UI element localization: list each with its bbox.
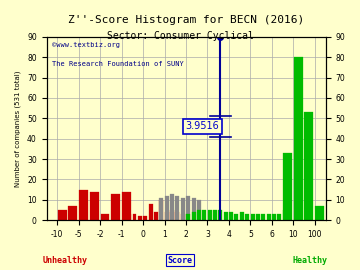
- Bar: [111, 194, 120, 220]
- Bar: [90, 192, 99, 220]
- Bar: [283, 153, 292, 220]
- Bar: [132, 214, 136, 220]
- Bar: [315, 206, 324, 220]
- Bar: [283, 210, 287, 220]
- Bar: [278, 214, 282, 220]
- Bar: [100, 214, 109, 220]
- Bar: [170, 210, 174, 220]
- Bar: [181, 198, 185, 220]
- Bar: [240, 212, 244, 220]
- Bar: [294, 57, 303, 220]
- Bar: [143, 216, 147, 220]
- Bar: [165, 196, 169, 220]
- Text: ©www.textbiz.org: ©www.textbiz.org: [52, 42, 120, 48]
- Bar: [208, 210, 212, 220]
- Bar: [159, 198, 163, 220]
- Bar: [138, 216, 142, 220]
- Bar: [229, 212, 233, 220]
- Bar: [154, 212, 158, 220]
- Bar: [127, 214, 131, 220]
- Bar: [245, 214, 249, 220]
- Bar: [175, 212, 179, 220]
- Bar: [261, 214, 265, 220]
- Bar: [256, 214, 260, 220]
- Title: Z''-Score Histogram for BECN (2016): Z''-Score Histogram for BECN (2016): [68, 15, 304, 25]
- Bar: [159, 200, 163, 220]
- Bar: [192, 198, 195, 220]
- Text: Sector: Consumer Cyclical: Sector: Consumer Cyclical: [107, 31, 253, 41]
- Text: 3.9516: 3.9516: [185, 122, 219, 131]
- Y-axis label: Number of companies (531 total): Number of companies (531 total): [15, 70, 22, 187]
- Bar: [170, 194, 174, 220]
- Bar: [58, 210, 67, 220]
- Bar: [175, 196, 179, 220]
- Bar: [68, 206, 77, 220]
- Bar: [197, 210, 201, 220]
- Text: Unhealthy: Unhealthy: [42, 256, 87, 265]
- Bar: [234, 214, 238, 220]
- Bar: [192, 212, 195, 220]
- Bar: [149, 204, 153, 220]
- Bar: [219, 210, 222, 220]
- Bar: [181, 214, 185, 220]
- Bar: [251, 214, 255, 220]
- Bar: [79, 190, 88, 220]
- Bar: [202, 210, 206, 220]
- Text: Healthy: Healthy: [292, 256, 327, 265]
- Bar: [305, 112, 313, 220]
- Bar: [186, 196, 190, 220]
- Bar: [213, 210, 217, 220]
- Bar: [197, 200, 201, 220]
- Bar: [272, 214, 276, 220]
- Bar: [267, 214, 271, 220]
- Text: Score: Score: [167, 256, 193, 265]
- Text: The Research Foundation of SUNY: The Research Foundation of SUNY: [52, 61, 184, 67]
- Bar: [122, 192, 131, 220]
- Bar: [224, 212, 228, 220]
- Bar: [186, 214, 190, 220]
- Bar: [165, 212, 169, 220]
